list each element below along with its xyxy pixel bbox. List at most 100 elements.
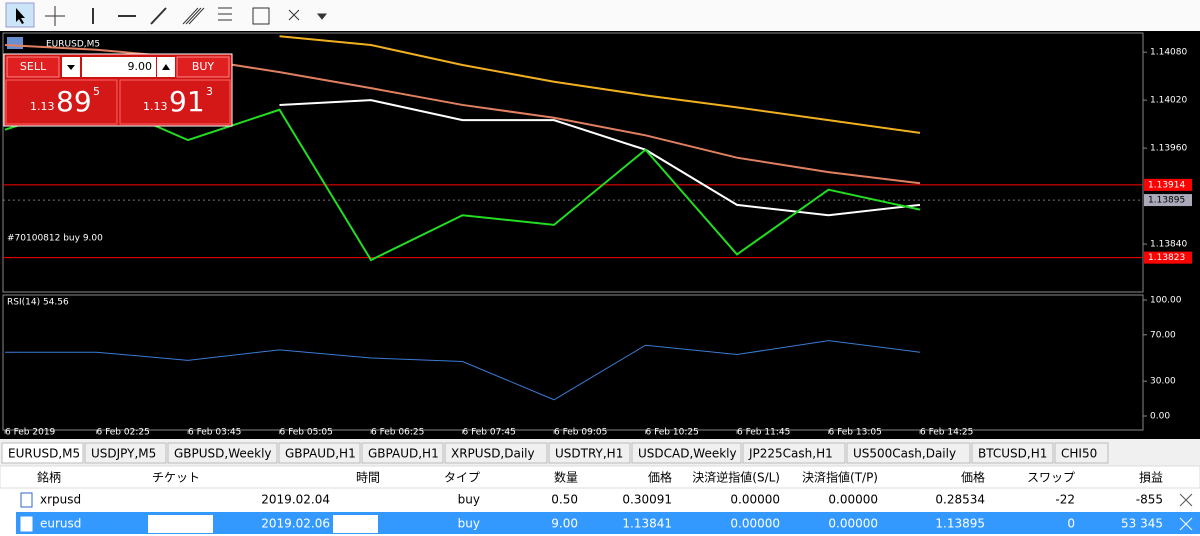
x-tick-label: 6 Feb 03:45	[188, 428, 241, 438]
y-tick-label: 1.14020	[1150, 96, 1187, 106]
series-line	[5, 340, 921, 401]
rsi-title: RSI(14) 54.56	[7, 298, 69, 308]
x-tick-label: 6 Feb 05:05	[280, 428, 333, 438]
tab[interactable]	[84, 442, 167, 464]
cell: 0	[1067, 517, 1075, 531]
column-header: 数量	[554, 470, 578, 485]
shapes-icon[interactable]	[288, 9, 328, 21]
cell: 0.00000	[730, 517, 780, 531]
cell: buy	[458, 517, 480, 531]
cell: 1.13895	[935, 517, 985, 531]
tab-label: EURUSD,M5	[8, 447, 80, 461]
y-tick-label: 70.00	[1150, 330, 1176, 340]
crosshair-icon[interactable]	[45, 6, 65, 26]
row-icon	[20, 492, 33, 508]
price-tag	[1144, 251, 1192, 264]
selected-row[interactable]	[16, 512, 1200, 534]
last-price-tag	[1144, 194, 1192, 207]
price-tag-label: 1.13914	[1148, 180, 1185, 190]
row-icon	[20, 516, 33, 532]
close-button[interactable]	[1179, 517, 1193, 531]
close-button[interactable]	[1179, 493, 1193, 507]
x-tick-label: 6 Feb 06:25	[371, 428, 424, 438]
rsi-plot-frame	[2, 294, 1144, 431]
volume: 9.00	[128, 60, 153, 73]
bid-box[interactable]	[5, 79, 118, 125]
tab[interactable]	[742, 442, 846, 464]
text-icon[interactable]	[252, 7, 270, 25]
column-header: スワップ	[1027, 471, 1075, 485]
cell: -855	[1136, 493, 1163, 507]
tab[interactable]	[846, 442, 971, 464]
hidden-time	[333, 491, 378, 509]
tab-label: JP225Cash,H1	[748, 447, 833, 461]
main-plot-frame	[2, 32, 1144, 293]
y-tick-label: 0.00	[1150, 412, 1170, 422]
column-header: 損益	[1139, 470, 1163, 485]
column-header: 価格	[648, 470, 672, 485]
x-tick-label: 6 Feb 2019	[5, 428, 56, 438]
tab[interactable]	[1054, 442, 1109, 464]
cell: buy	[458, 493, 480, 507]
tab-label: GBPUSD,Weekly	[174, 447, 272, 461]
trendline-icon[interactable]	[150, 7, 167, 25]
price-tag-label: 1.13823	[1148, 253, 1185, 263]
cell: 0.00000	[730, 493, 780, 507]
hidden-ticket	[148, 515, 213, 533]
tab[interactable]	[444, 442, 548, 464]
ask-box[interactable]	[119, 79, 231, 125]
column-header: 決済逆指値(S/L)	[692, 470, 780, 485]
tab-label: BTCUSD,H1	[978, 447, 1047, 461]
column-header: 銘柄	[37, 470, 61, 485]
order-label: #70100812 buy 9.00	[7, 234, 103, 244]
tab-label: GBPAUD,H1	[368, 447, 439, 461]
cell: 0.30091	[622, 493, 672, 507]
tab[interactable]	[361, 442, 444, 464]
tab-label: US500Cash,Daily	[853, 447, 956, 461]
ask-pips: 91	[169, 85, 205, 118]
ask-point: 3	[206, 85, 213, 98]
up-arrow	[162, 64, 170, 70]
column-header: 決済指値(T/P)	[802, 470, 878, 485]
cell: 53 345	[1121, 517, 1163, 531]
series-line	[279, 35, 921, 134]
last-price-label: 1.13895	[1148, 196, 1185, 206]
cell: 0.50	[551, 493, 578, 507]
cell: 0.00000	[828, 517, 878, 531]
tab-label: USDCAD,Weekly	[638, 447, 737, 461]
cell: -22	[1055, 493, 1075, 507]
x-tick-label: 6 Feb 02:25	[97, 428, 150, 438]
tab[interactable]	[278, 442, 361, 464]
volume-box[interactable]	[82, 57, 156, 77]
cell: eurusd	[40, 517, 81, 531]
cell: 9.00	[551, 517, 578, 531]
y-tick-label: 1.14080	[1150, 48, 1187, 58]
tab-label: USDTRY,H1	[555, 447, 623, 461]
fibo-icon[interactable]	[218, 7, 232, 21]
one-click-trading: SELL 9.00 BUY 1.13 89 5 1.13 91 3	[3, 53, 233, 127]
tab[interactable]	[167, 442, 278, 464]
tab[interactable]	[971, 442, 1054, 464]
tab[interactable]	[1, 442, 84, 464]
bid-pips: 89	[56, 85, 92, 118]
y-tick-label: 30.00	[1150, 377, 1176, 387]
cell: 0.28534	[935, 493, 985, 507]
tab-label: XRPUSD,Daily	[451, 447, 535, 461]
channel-icon[interactable]	[182, 7, 205, 25]
tab[interactable]	[548, 442, 631, 464]
buy-button[interactable]	[176, 56, 230, 78]
bid-figure: 1.13	[30, 100, 55, 113]
tab-label: USDJPY,M5	[91, 447, 156, 461]
x-tick-label: 6 Feb 09:05	[554, 428, 607, 438]
hidden-ticket	[148, 491, 213, 509]
y-tick-label: 1.13960	[1150, 144, 1187, 154]
cell: 0.00000	[828, 493, 878, 507]
cell: 2019.02.06	[261, 517, 330, 531]
sell-button[interactable]	[6, 56, 60, 78]
y-tick-label: 100.00	[1150, 296, 1182, 306]
tab[interactable]	[631, 442, 742, 464]
x-tick-label: 6 Feb 11:45	[737, 428, 790, 438]
column-header: チケット	[152, 471, 200, 485]
chart-title: EURUSD,M5	[46, 40, 100, 50]
